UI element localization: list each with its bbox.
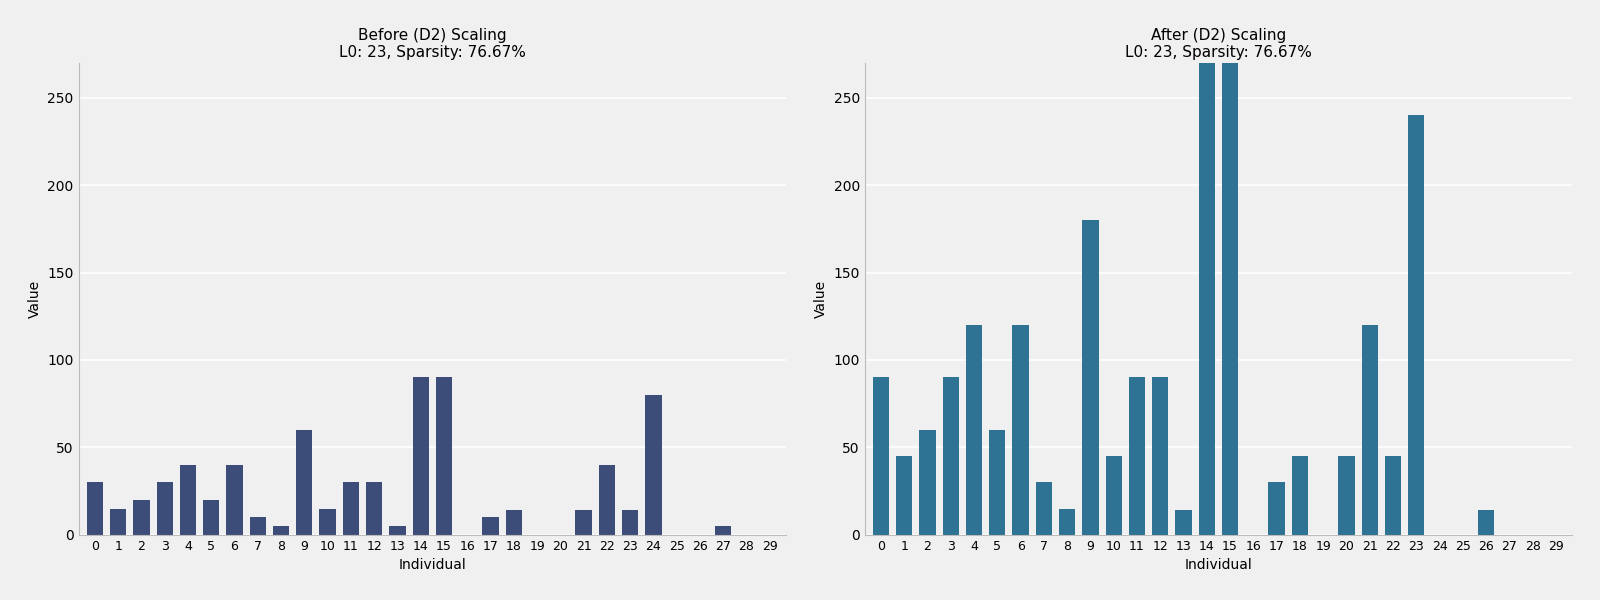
Bar [896,456,912,535]
X-axis label: Individual: Individual [1184,558,1253,572]
Bar [645,395,661,535]
Bar [874,377,890,535]
Bar [133,500,149,535]
Bar [110,509,126,535]
Bar [989,430,1005,535]
Bar [342,482,358,535]
Bar [1478,511,1494,535]
Bar [1130,377,1146,535]
Bar [715,526,731,535]
Bar [413,377,429,535]
Bar [1198,63,1214,535]
Y-axis label: Value: Value [27,280,42,318]
Y-axis label: Value: Value [814,280,827,318]
Bar [1386,456,1402,535]
Bar [1152,377,1168,535]
Bar [274,526,290,535]
Bar [389,526,405,535]
Bar [1059,509,1075,535]
Bar [435,377,453,535]
Bar [226,465,243,535]
Bar [942,377,958,535]
Bar [920,430,936,535]
Bar [576,511,592,535]
Bar [1338,456,1355,535]
Bar [1222,63,1238,535]
Bar [1408,115,1424,535]
Bar [366,482,382,535]
Bar [157,482,173,535]
Bar [86,482,102,535]
Title: After (D2) Scaling
L0: 23, Sparsity: 76.67%: After (D2) Scaling L0: 23, Sparsity: 76.… [1125,28,1312,60]
Bar [622,511,638,535]
Bar [966,325,982,535]
Bar [1106,456,1122,535]
Bar [250,517,266,535]
Bar [506,511,522,535]
Bar [1082,220,1099,535]
Bar [203,500,219,535]
Bar [296,430,312,535]
Bar [1362,325,1378,535]
Bar [1035,482,1053,535]
Title: Before (D2) Scaling
L0: 23, Sparsity: 76.67%: Before (D2) Scaling L0: 23, Sparsity: 76… [339,28,526,60]
Bar [320,509,336,535]
Bar [482,517,499,535]
Bar [1291,456,1309,535]
Bar [1013,325,1029,535]
Bar [1269,482,1285,535]
Bar [1176,511,1192,535]
Bar [598,465,614,535]
X-axis label: Individual: Individual [398,558,466,572]
Bar [179,465,197,535]
